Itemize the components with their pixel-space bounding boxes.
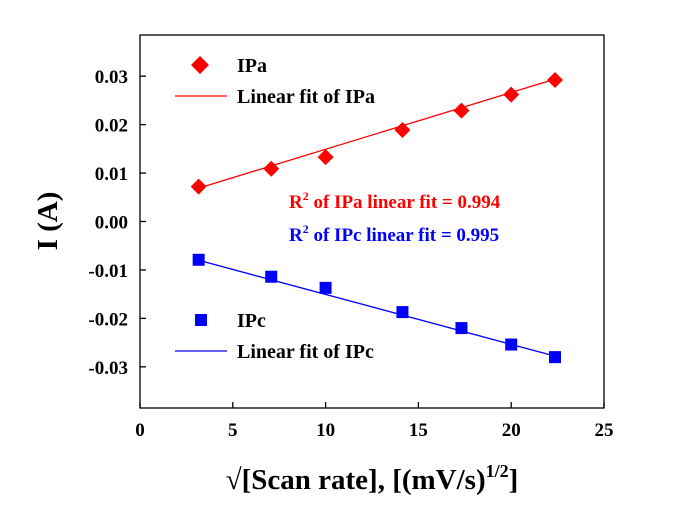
- ipa-point: [394, 121, 411, 138]
- axis-ticks: 0 5 10 15 20 25 0.03 0.02 0.01 0.00 -0.01 -0.02 -0.0…: [88, 67, 613, 441]
- r2-ipc-annotation: R2 of IPc linear fit = 0.995: [289, 222, 499, 246]
- legend-ipc-label: IPc: [237, 310, 266, 332]
- ipa-point: [317, 149, 334, 166]
- x-axis-label: √[Scan rate], [(mV/s)1/2]: [226, 461, 519, 496]
- ipc-point: [396, 306, 409, 319]
- data-markers: [190, 72, 564, 364]
- y-tick-label: -0.03: [88, 358, 128, 379]
- ipa-point: [547, 72, 564, 89]
- legend-ipa-marker: [191, 56, 209, 74]
- y-tick-label: -0.01: [88, 261, 128, 282]
- ipc-point: [505, 338, 518, 351]
- y-tick-label: 0.02: [95, 116, 128, 137]
- y-tick-label: -0.02: [88, 309, 128, 330]
- r2-ipa-annotation: R2 of IPa linear fit = 0.994: [289, 189, 501, 213]
- ipc-point: [455, 322, 468, 335]
- ipa-point: [503, 86, 520, 103]
- x-tick-label: 5: [228, 420, 238, 441]
- ipa-fit-line: [198, 78, 556, 189]
- y-axis-label: I (A): [32, 192, 64, 251]
- legend-ipa: IPa Linear fit of IPa: [175, 55, 375, 108]
- y-tick-label: 0.01: [95, 164, 128, 185]
- legend-ipc-marker: [195, 314, 207, 326]
- ipc-fit-line: [198, 259, 556, 357]
- legend-ipa-label: IPa: [237, 55, 267, 77]
- x-tick-label: 15: [409, 420, 428, 441]
- ipc-point: [549, 351, 562, 364]
- x-tick-label: 25: [595, 420, 614, 441]
- ipc-point: [319, 281, 332, 294]
- legend-ipc: IPc Linear fit of IPc: [175, 310, 374, 363]
- fit-lines: [198, 78, 556, 357]
- y-tick-label: 0.00: [95, 213, 128, 234]
- legend-ipc-fit-label: Linear fit of IPc: [237, 341, 374, 363]
- ipa-point: [263, 160, 280, 177]
- ipc-point: [265, 270, 278, 283]
- x-tick-label: 20: [502, 420, 521, 441]
- y-tick-label: 0.03: [95, 67, 128, 88]
- ipa-point: [453, 102, 470, 119]
- ipc-point: [192, 253, 205, 266]
- legend-ipa-fit-label: Linear fit of IPa: [237, 86, 375, 108]
- ipa-point: [190, 178, 207, 195]
- x-tick-label: 10: [316, 420, 335, 441]
- x-tick-label: 0: [135, 420, 145, 441]
